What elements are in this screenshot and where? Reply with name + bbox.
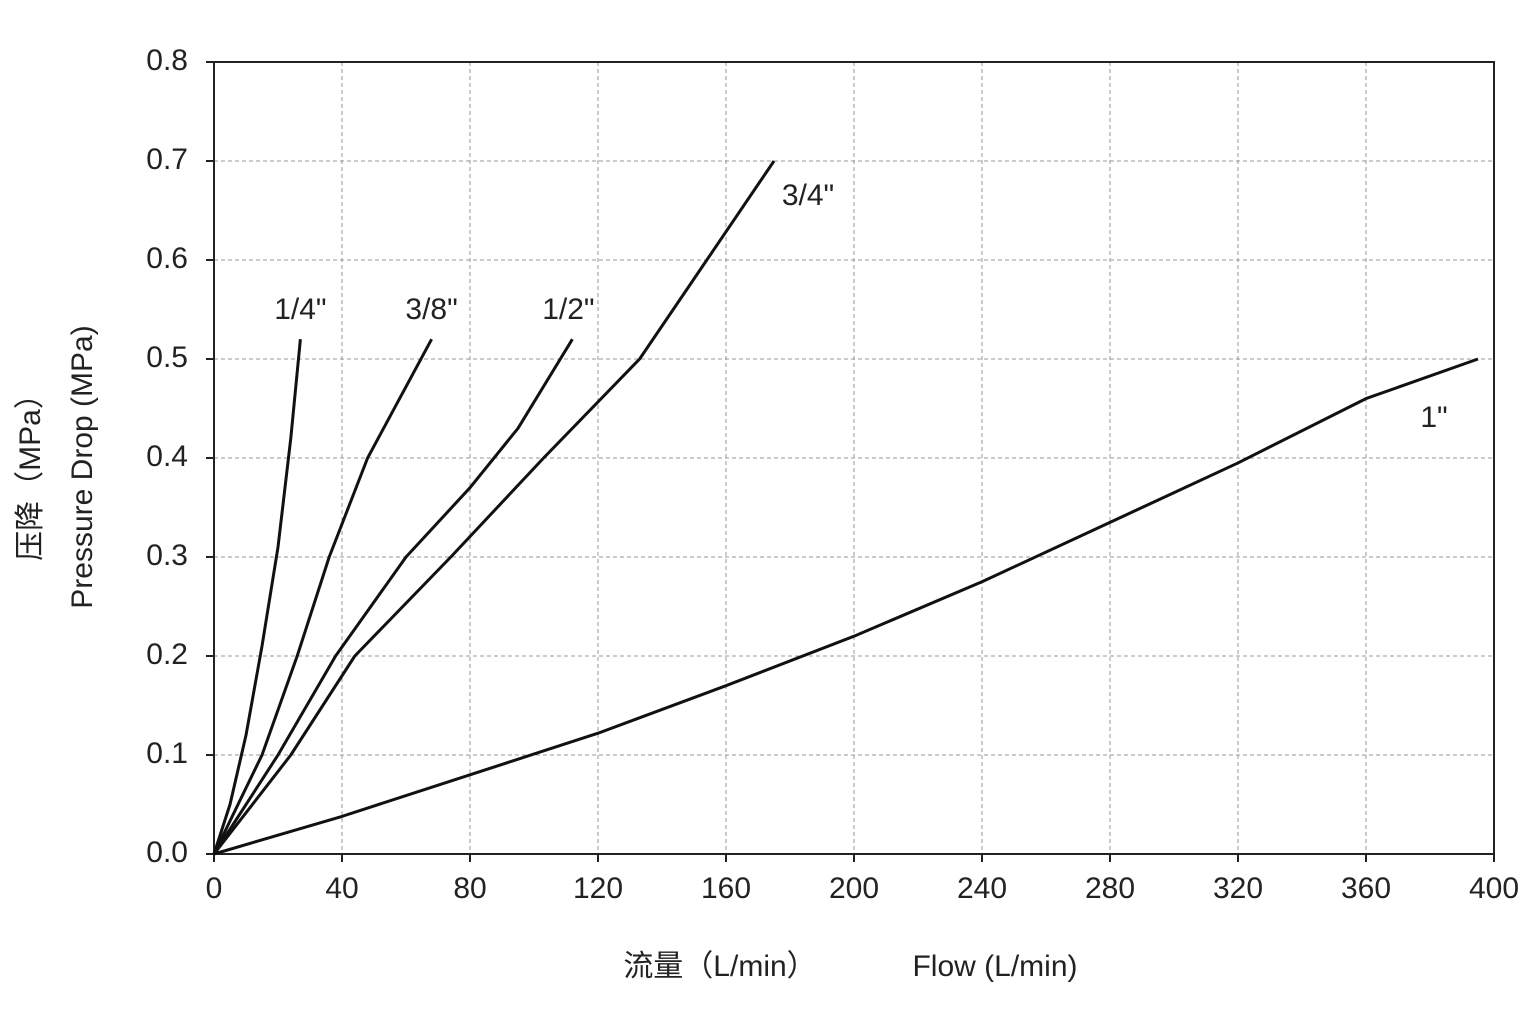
y-axis-label: 压降（MPa）: [14, 379, 47, 561]
series-line: [212, 338, 433, 855]
series-line: [212, 160, 776, 855]
x-tick-label: 0: [206, 872, 223, 905]
x-tick-label: 240: [957, 872, 1007, 905]
series-line: [212, 338, 574, 855]
y-tick-label: 0.6: [146, 242, 188, 275]
y-axis-label: Pressure Drop (MPa): [66, 325, 99, 608]
y-tick-label: 0.0: [146, 836, 188, 869]
x-tick-label: 360: [1341, 872, 1391, 905]
x-tick-label: 400: [1469, 872, 1519, 905]
y-tick-label: 0.4: [146, 440, 188, 473]
x-tick-label: 160: [701, 872, 751, 905]
series-line: [213, 357, 1479, 856]
x-axis-label: 流量（L/min）: [623, 950, 816, 983]
plot-frame: [213, 61, 1495, 855]
series-label: 1": [1420, 401, 1447, 434]
series-label: 1/2": [542, 293, 594, 326]
x-tick-label: 40: [325, 872, 358, 905]
y-tick-label: 0.1: [146, 737, 188, 770]
y-tick-label: 0.2: [146, 638, 188, 671]
series-label: 1/4": [274, 293, 326, 326]
series-line: [212, 339, 302, 855]
y-tick-label: 0.5: [146, 341, 188, 374]
x-tick-label: 200: [829, 872, 879, 905]
x-tick-label: 280: [1085, 872, 1135, 905]
y-tick-label: 0.8: [146, 44, 188, 77]
series-label: 3/4": [782, 179, 834, 212]
y-tick-label: 0.7: [146, 143, 188, 176]
x-tick-label: 120: [573, 872, 623, 905]
y-tick-label: 0.3: [146, 539, 188, 572]
x-tick-label: 80: [453, 872, 486, 905]
x-tick-label: 320: [1213, 872, 1263, 905]
x-axis-label: Flow (L/min): [912, 950, 1077, 983]
series-label: 3/8": [405, 293, 457, 326]
